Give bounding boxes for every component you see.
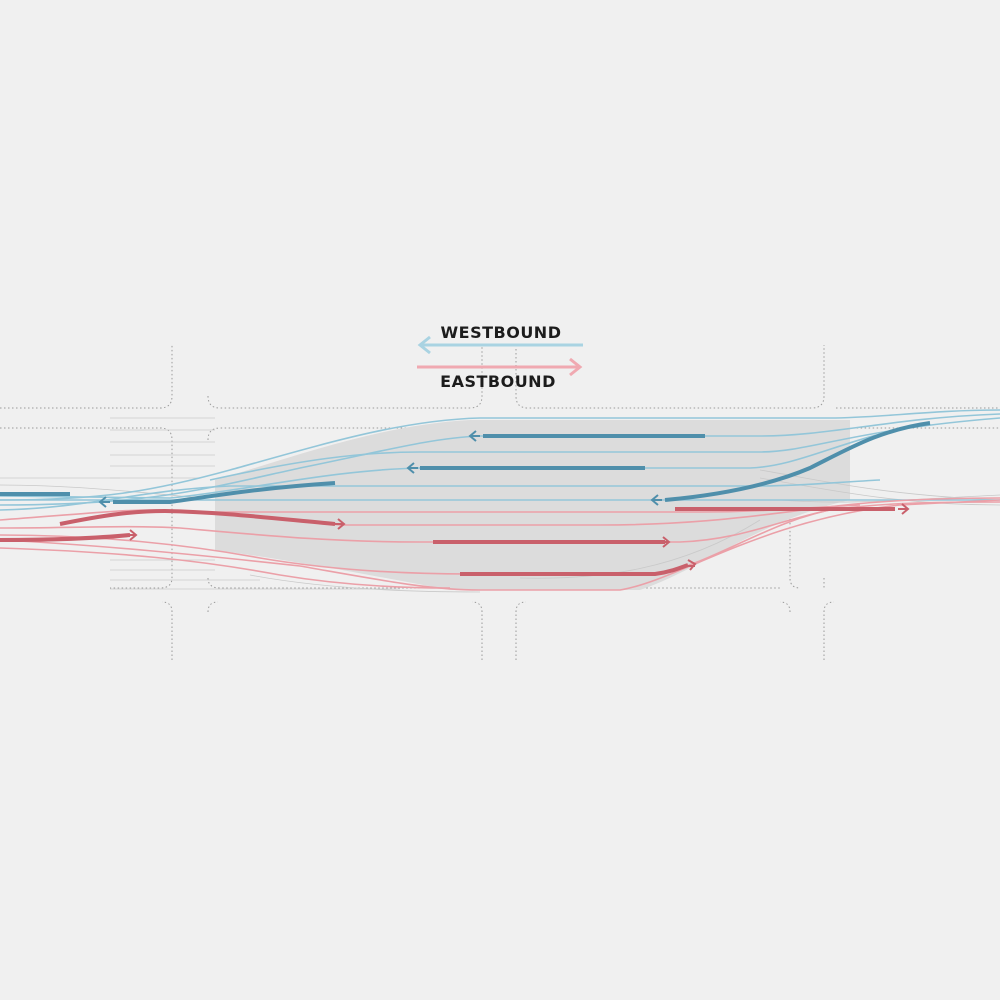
eastbound-track (0, 507, 841, 575)
street (161, 601, 173, 660)
platform-area (215, 420, 850, 590)
eastbound-label: EASTBOUND (440, 372, 556, 391)
westbound-track (0, 413, 1000, 506)
westbound-track (0, 409, 1000, 501)
eastbound-train (0, 533, 131, 542)
westbound-label: WESTBOUND (441, 323, 562, 342)
street (207, 345, 483, 409)
street (515, 601, 527, 660)
eastbound-track (0, 499, 1000, 591)
other-track (0, 469, 1000, 506)
eastbound-train (685, 559, 697, 571)
street (515, 345, 825, 409)
eastbound-track (0, 497, 1000, 526)
street (207, 601, 219, 613)
eastbound-trains (0, 503, 910, 576)
westbound-train (664, 421, 931, 502)
street (779, 601, 791, 613)
westbound-train (650, 494, 662, 506)
street (0, 427, 173, 589)
eastbound-train (659, 536, 671, 548)
westbound-train (406, 462, 418, 474)
westbound-track (0, 424, 921, 499)
westbound-train (98, 496, 110, 508)
eastbound-track (0, 501, 1000, 543)
eastbound-train (59, 508, 336, 526)
legend: WESTBOUND EASTBOUND (417, 323, 583, 391)
westbound-train (468, 430, 480, 442)
eastbound-arrow (417, 357, 583, 377)
westbound-arrow (417, 335, 583, 355)
street (823, 601, 835, 660)
eastbound-train (126, 529, 138, 541)
other-tracks (0, 417, 1000, 593)
eastbound-train (898, 503, 910, 515)
eastbound-train (334, 518, 346, 530)
eastbound-track (0, 547, 451, 589)
other-track (110, 417, 400, 590)
westbound-track (0, 479, 881, 511)
street (471, 601, 483, 660)
westbound-train (113, 481, 336, 504)
other-track (249, 519, 761, 593)
westbound-trains (0, 421, 931, 508)
street (0, 345, 173, 409)
